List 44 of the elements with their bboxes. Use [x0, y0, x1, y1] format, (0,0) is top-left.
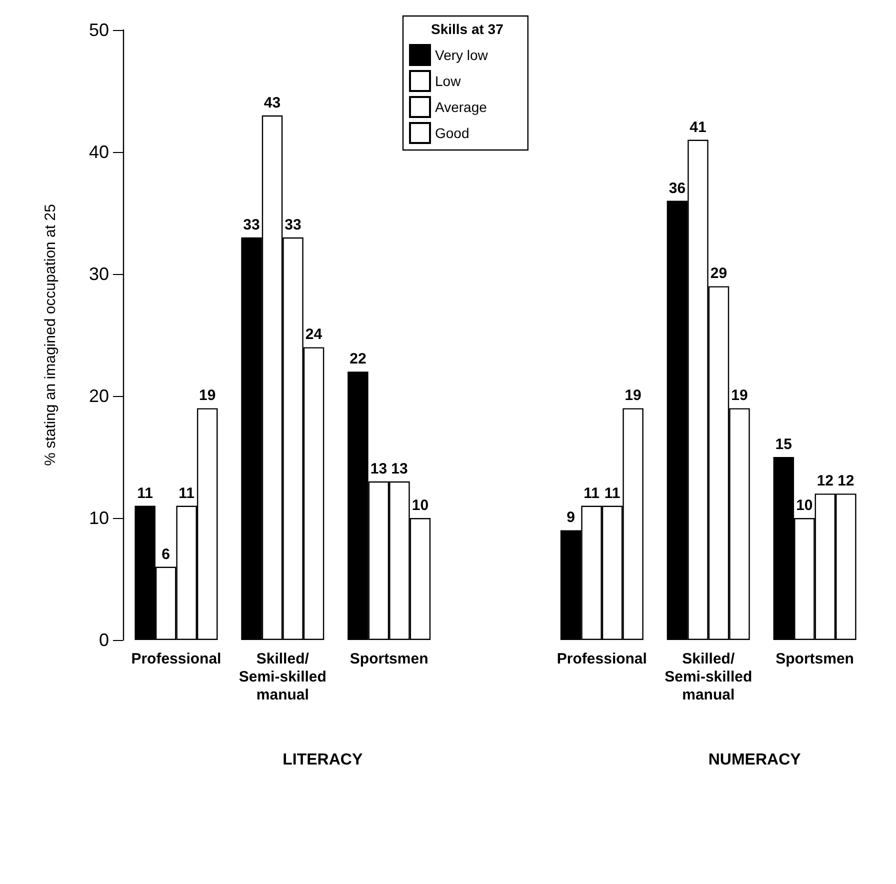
data-label: 9 [566, 509, 575, 526]
data-label: 19 [624, 387, 642, 404]
y-tick-label: 0 [98, 630, 109, 650]
data-label: 43 [264, 94, 281, 112]
data-label: 41 [690, 118, 706, 136]
data-label: 10 [412, 497, 429, 514]
y-tick-label: 30 [88, 264, 109, 284]
data-label: 22 [350, 350, 366, 368]
data-label: 15 [775, 436, 792, 453]
data-label: 19 [199, 387, 216, 404]
legend-label: Average [435, 99, 488, 115]
data-label: 33 [284, 216, 302, 234]
data-label: 11 [584, 484, 600, 502]
y-tick-label: 20 [88, 386, 109, 406]
text: NUMERACY [708, 752, 802, 768]
data-label: 12 [838, 472, 854, 490]
data-label: 11 [604, 484, 620, 502]
x-tick-label: Professional [556, 650, 647, 668]
x-tick-label: Skilled/ Semi-skilled manual [238, 650, 326, 704]
legend-label: Very low [435, 47, 489, 63]
data-label: 6 [162, 546, 170, 563]
x-tick-label: Skilled/ Semi-skilled manual [664, 650, 752, 704]
x-tick-label: Sportsmen [350, 650, 428, 668]
x-tick-label: Professional [131, 650, 222, 668]
data-label: 10 [796, 497, 813, 514]
y-tick-label: 40 [88, 142, 109, 162]
data-label: 13 [370, 460, 388, 478]
legend-label: Low [435, 73, 462, 89]
data-label: 13 [391, 460, 408, 478]
data-label: 19 [731, 387, 748, 404]
legend-label: Good [435, 125, 470, 141]
data-label: 11 [178, 484, 195, 502]
data-label: 24 [305, 326, 323, 344]
data-label: 12 [816, 472, 834, 490]
y-axis-title: % stating an imagined occupation at 25 [42, 204, 59, 466]
y-tick-label: 50 [88, 20, 109, 40]
data-label: 11 [137, 484, 154, 502]
data-label: 33 [243, 216, 260, 234]
legend-title: Skills at 37 [431, 21, 504, 37]
x-tick-label: Sportsmen [776, 650, 854, 668]
y-tick-label: 10 [88, 508, 109, 528]
data-label: 29 [710, 265, 728, 282]
text: LITERACY [282, 752, 363, 768]
data-label: 36 [668, 180, 686, 197]
